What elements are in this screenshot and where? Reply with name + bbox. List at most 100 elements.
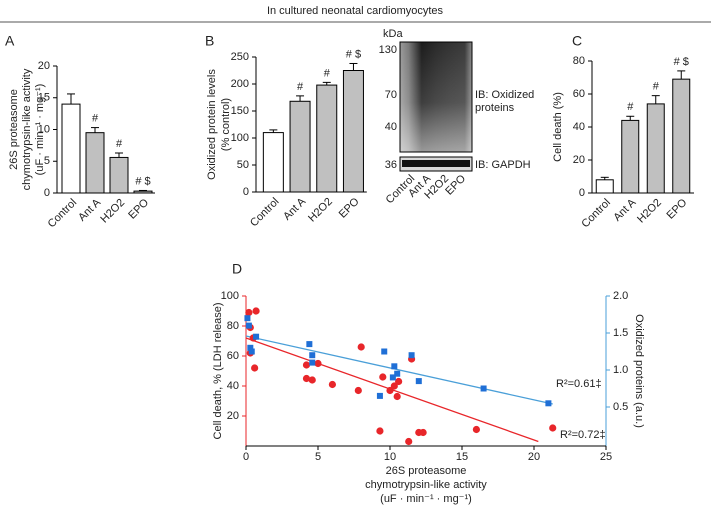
y-axis-label: chymotrypsin-like activity	[21, 68, 33, 190]
y-tick-label: 20	[227, 410, 239, 422]
point	[415, 378, 422, 385]
x-tick-label: Control	[579, 197, 613, 231]
y-tick-label: 0	[579, 187, 585, 199]
bar	[621, 119, 640, 194]
significance-mark: #	[297, 81, 304, 93]
y-tick-label: 200	[231, 78, 249, 90]
fit-annotation: R²=0.61‡	[556, 378, 602, 390]
significance-mark: #	[627, 101, 634, 113]
blot-label: IB: GAPDH	[475, 159, 531, 171]
x-axis-label: 26S proteasome	[386, 465, 467, 477]
x-tick-label: 5	[315, 451, 321, 463]
significance-mark: #	[92, 113, 99, 125]
y-axis-label: (uF · min⁻¹ · mg⁻¹)	[34, 84, 46, 176]
bar	[85, 132, 105, 194]
significance-mark: # $	[674, 56, 689, 68]
y2-tick-label: 1.5	[613, 327, 628, 339]
y-tick-label: 150	[231, 105, 249, 117]
x-axis-label: (uF · min⁻¹ · mg⁻¹)	[380, 493, 472, 505]
figure-title: In cultured neonatal cardiomyocytes	[267, 5, 444, 17]
point	[472, 425, 480, 434]
x-tick-label: EPO	[337, 195, 362, 220]
y-tick-label: 60	[573, 88, 585, 100]
lane-label: EPO	[443, 172, 468, 197]
y-axis-label: (% control)	[220, 98, 232, 151]
point	[390, 382, 398, 390]
blot-label: proteins	[475, 102, 515, 114]
panel-label: C	[572, 33, 582, 49]
gapdh-band	[402, 160, 470, 167]
point	[302, 361, 311, 369]
point	[314, 359, 322, 368]
bar	[342, 70, 364, 193]
point	[245, 322, 252, 329]
point	[309, 359, 316, 366]
blot-unit: kDa	[383, 28, 403, 40]
y-axis-label: Cell death, % (LDH release)	[212, 303, 224, 440]
point	[549, 424, 557, 432]
point	[328, 380, 336, 389]
blot: kDa 130 70 40 36 IB: Oxidized proteins I…	[379, 28, 535, 206]
y-tick-label: 250	[231, 51, 249, 63]
point	[386, 386, 394, 395]
bar	[646, 103, 665, 194]
x-tick-label: Ant A	[611, 196, 639, 224]
y2-tick-label: 1.0	[613, 364, 628, 376]
y-axis-label: Cell death (%)	[552, 92, 564, 162]
marker-label: 36	[385, 159, 397, 171]
x-tick-label: Control	[248, 196, 282, 230]
y-tick-label: 100	[221, 290, 239, 302]
point	[308, 376, 316, 384]
y2-axis-label: Oxidized proteins (a.u.)	[633, 314, 645, 428]
point	[480, 385, 487, 392]
bar	[316, 84, 338, 193]
point	[354, 386, 362, 395]
point	[244, 315, 251, 322]
marker-label: 70	[385, 89, 397, 101]
marker-label: 130	[379, 44, 397, 56]
point	[394, 370, 401, 377]
x-tick-label: 20	[528, 451, 540, 463]
point	[393, 392, 401, 401]
point	[252, 307, 260, 315]
point	[247, 344, 254, 351]
x-tick-label: EPO	[665, 196, 690, 221]
x-tick-label: H2O2	[98, 197, 127, 226]
point	[309, 352, 316, 359]
blot-frame	[399, 41, 473, 153]
bar	[61, 103, 81, 194]
x-tick-label: Ant A	[281, 195, 309, 223]
y-tick-label: 100	[231, 132, 249, 144]
significance-mark: #	[116, 138, 123, 150]
point	[389, 374, 396, 381]
y2-tick-label: 0.5	[613, 401, 628, 413]
point	[391, 363, 398, 370]
point	[381, 348, 388, 355]
point	[253, 333, 260, 340]
significance-mark: #	[653, 81, 660, 93]
bar	[262, 132, 284, 193]
y-tick-label: 20	[38, 60, 50, 72]
y-axis-label: Oxidized protein levels	[206, 69, 218, 180]
point	[376, 427, 384, 435]
significance-mark: #	[324, 67, 331, 79]
point	[379, 373, 387, 381]
y-tick-label: 20	[573, 154, 585, 166]
y2-tick-label: 2.0	[613, 290, 628, 302]
point	[408, 352, 415, 359]
x-tick-label: Control	[46, 197, 80, 231]
x-tick-label: 15	[456, 451, 468, 463]
y-tick-label: 40	[227, 380, 239, 392]
blot-shade	[400, 42, 472, 152]
point	[357, 343, 365, 351]
bar	[133, 190, 153, 194]
point	[248, 348, 255, 355]
point	[545, 400, 552, 407]
point	[306, 341, 313, 348]
bar	[289, 100, 311, 193]
point	[395, 377, 403, 386]
fit-annotation: R²=0.72‡	[560, 429, 606, 441]
y-tick-label: 15	[38, 92, 50, 104]
significance-mark: # $	[135, 175, 150, 187]
